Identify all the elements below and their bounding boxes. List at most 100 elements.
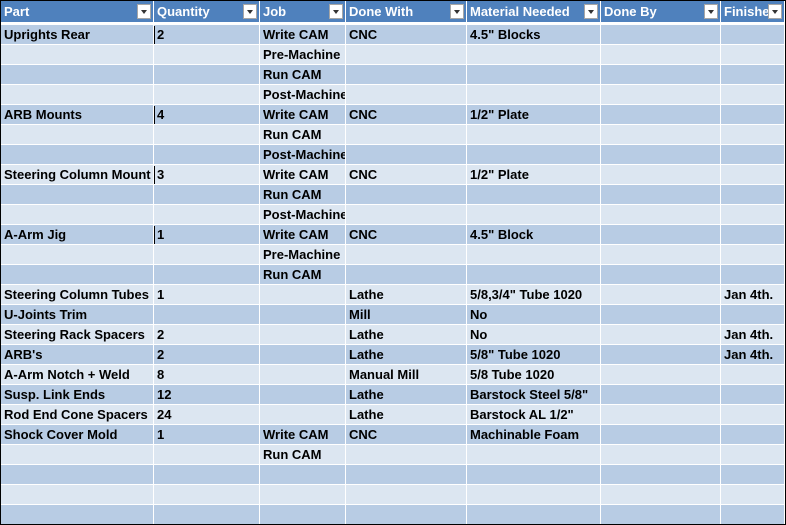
cell-job[interactable] [260, 505, 346, 524]
column-header-finished[interactable]: Finished [721, 1, 785, 23]
cell-finished[interactable] [721, 405, 785, 425]
cell-part[interactable]: ARB Mounts [1, 105, 154, 125]
cell-material-needed[interactable]: No [467, 305, 601, 325]
cell-done-with[interactable]: CNC [346, 225, 467, 245]
cell-part[interactable]: A-Arm Notch + Weld [1, 365, 154, 385]
cell-done-by[interactable] [601, 325, 721, 345]
cell-finished[interactable]: Jan 4th. [721, 325, 785, 345]
cell-done-with[interactable] [346, 85, 467, 105]
cell-quantity[interactable]: 2 [154, 345, 260, 365]
cell-material-needed[interactable]: Barstock AL 1/2" [467, 405, 601, 425]
cell-part[interactable] [1, 185, 154, 205]
cell-done-by[interactable] [601, 505, 721, 524]
cell-job[interactable]: Post-Machine [260, 145, 346, 165]
cell-done-with[interactable]: CNC [346, 105, 467, 125]
cell-done-with[interactable] [346, 465, 467, 485]
column-header-done-by[interactable]: Done By [601, 1, 721, 23]
cell-quantity[interactable]: 3 [154, 165, 260, 185]
cell-done-with[interactable]: Lathe [346, 405, 467, 425]
cell-material-needed[interactable] [467, 445, 601, 465]
cell-done-by[interactable] [601, 285, 721, 305]
cell-job[interactable]: Write CAM [260, 425, 346, 445]
cell-part[interactable] [1, 205, 154, 225]
cell-quantity[interactable] [154, 185, 260, 205]
cell-job[interactable]: Run CAM [260, 125, 346, 145]
column-header-quantity[interactable]: Quantity [154, 1, 260, 23]
cell-material-needed[interactable]: 5/8" Tube 1020 [467, 345, 601, 365]
cell-done-by[interactable] [601, 365, 721, 385]
cell-part[interactable]: Steering Column Tubes [1, 285, 154, 305]
cell-job[interactable] [260, 405, 346, 425]
cell-done-by[interactable] [601, 485, 721, 505]
cell-quantity[interactable]: 2 [154, 25, 260, 45]
cell-done-by[interactable] [601, 125, 721, 145]
cell-job[interactable] [260, 485, 346, 505]
cell-job[interactable]: Write CAM [260, 225, 346, 245]
cell-quantity[interactable]: 1 [154, 225, 260, 245]
cell-quantity[interactable] [154, 85, 260, 105]
column-header-part[interactable]: Part [1, 1, 154, 23]
cell-done-with[interactable]: Lathe [346, 325, 467, 345]
cell-finished[interactable] [721, 25, 785, 45]
cell-done-with[interactable] [346, 205, 467, 225]
cell-quantity[interactable] [154, 45, 260, 65]
cell-job[interactable]: Run CAM [260, 265, 346, 285]
cell-job[interactable]: Write CAM [260, 165, 346, 185]
cell-part[interactable]: Shock Cover Mold [1, 425, 154, 445]
cell-part[interactable] [1, 245, 154, 265]
cell-material-needed[interactable]: No [467, 325, 601, 345]
cell-material-needed[interactable] [467, 125, 601, 145]
cell-done-with[interactable]: CNC [346, 425, 467, 445]
cell-material-needed[interactable] [467, 185, 601, 205]
cell-finished[interactable] [721, 145, 785, 165]
cell-job[interactable] [260, 345, 346, 365]
cell-finished[interactable] [721, 65, 785, 85]
cell-quantity[interactable] [154, 305, 260, 325]
cell-material-needed[interactable] [467, 465, 601, 485]
cell-done-with[interactable]: Lathe [346, 345, 467, 365]
cell-finished[interactable] [721, 485, 785, 505]
cell-part[interactable] [1, 65, 154, 85]
cell-job[interactable]: Run CAM [260, 185, 346, 205]
cell-job[interactable]: Post-Machine [260, 85, 346, 105]
cell-finished[interactable] [721, 205, 785, 225]
cell-done-by[interactable] [601, 45, 721, 65]
cell-done-by[interactable] [601, 65, 721, 85]
cell-done-by[interactable] [601, 225, 721, 245]
cell-quantity[interactable] [154, 505, 260, 524]
cell-job[interactable]: Write CAM [260, 105, 346, 125]
cell-part[interactable] [1, 265, 154, 285]
cell-quantity[interactable]: 1 [154, 425, 260, 445]
cell-done-with[interactable] [346, 65, 467, 85]
filter-dropdown-icon[interactable] [450, 4, 464, 19]
cell-quantity[interactable]: 4 [154, 105, 260, 125]
filter-dropdown-icon[interactable] [329, 4, 343, 19]
cell-finished[interactable] [721, 125, 785, 145]
cell-job[interactable] [260, 325, 346, 345]
cell-done-by[interactable] [601, 85, 721, 105]
cell-done-with[interactable] [346, 45, 467, 65]
cell-done-by[interactable] [601, 185, 721, 205]
cell-part[interactable] [1, 465, 154, 485]
cell-done-with[interactable]: Lathe [346, 285, 467, 305]
cell-part[interactable] [1, 85, 154, 105]
cell-done-with[interactable]: CNC [346, 25, 467, 45]
cell-job[interactable]: Pre-Machine [260, 45, 346, 65]
cell-job[interactable] [260, 305, 346, 325]
cell-finished[interactable] [721, 105, 785, 125]
filter-dropdown-icon[interactable] [704, 4, 718, 19]
cell-part[interactable] [1, 485, 154, 505]
cell-done-with[interactable] [346, 445, 467, 465]
cell-finished[interactable] [721, 425, 785, 445]
cell-part[interactable]: Steering Column Mount [1, 165, 154, 185]
cell-material-needed[interactable]: 4.5" Block [467, 225, 601, 245]
cell-part[interactable] [1, 145, 154, 165]
cell-quantity[interactable] [154, 125, 260, 145]
cell-finished[interactable] [721, 185, 785, 205]
cell-quantity[interactable] [154, 145, 260, 165]
cell-material-needed[interactable] [467, 505, 601, 524]
cell-done-with[interactable]: CNC [346, 165, 467, 185]
cell-job[interactable]: Run CAM [260, 65, 346, 85]
cell-quantity[interactable]: 24 [154, 405, 260, 425]
filter-dropdown-icon[interactable] [584, 4, 598, 19]
